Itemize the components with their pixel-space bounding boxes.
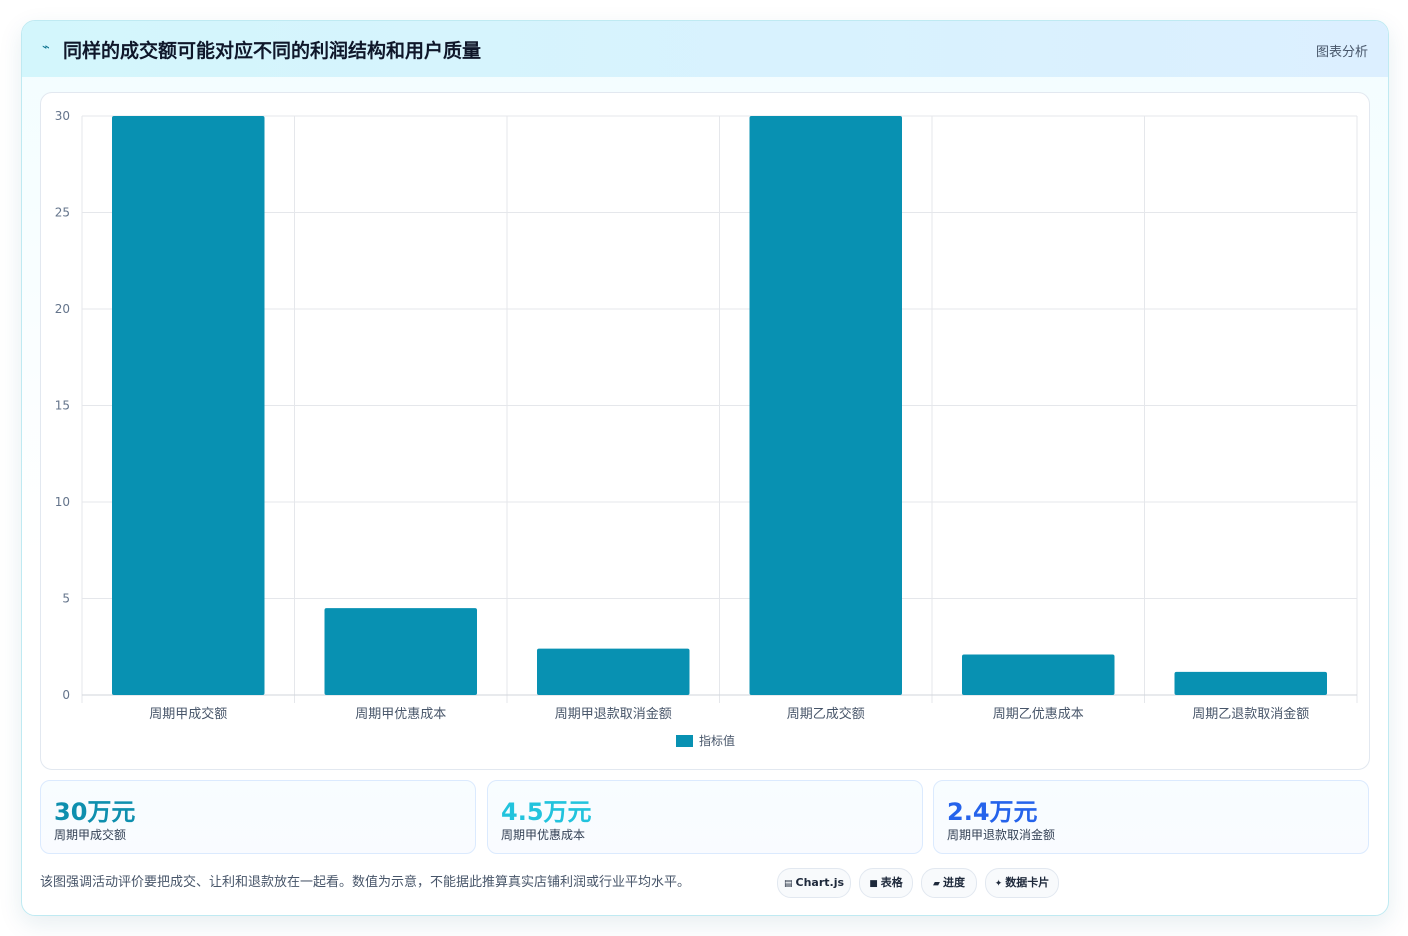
bar (962, 654, 1115, 695)
x-tick-label: 周期乙优惠成本 (993, 707, 1084, 722)
pill-label: Chart.js (795, 876, 845, 889)
y-tick-label: 5 (62, 592, 70, 606)
table-icon: ■ (869, 879, 878, 889)
pulse-icon: ⌁ (42, 40, 50, 55)
pill-data-card[interactable]: ✦ 数据卡片 (985, 868, 1059, 898)
bar (112, 116, 265, 695)
legend-swatch (676, 735, 693, 747)
y-tick-label: 10 (55, 495, 70, 509)
y-tick-label: 20 (55, 302, 70, 316)
pill-label: 进度 (942, 876, 965, 889)
chart-container: 0 5 10 15 20 25 30 周期甲成交额 周期甲优惠成本 周期甲退款取消金额 周期乙成交额… (40, 92, 1370, 770)
legend-label: 指标值 (699, 733, 735, 748)
y-tick-label: 25 (55, 206, 70, 220)
stat-card-1: 30万元 周期甲成交额 (40, 780, 476, 854)
footer-note: 该图强调活动评价要把成交、让利和退款放在一起看。数值为示意，不能据此推算真实店铺… (40, 875, 691, 890)
header-tag: 图表分析 (1315, 45, 1368, 60)
stat-label: 周期甲优惠成本 (501, 828, 586, 842)
stat-label: 周期甲成交额 (54, 828, 127, 842)
bar (749, 116, 902, 695)
bar (537, 648, 690, 695)
card-header: ⌁ 同样的成交额可能对应不同的利润结构和用户质量 图表分析 (22, 21, 1388, 77)
x-tick-label: 周期乙成交额 (787, 706, 865, 722)
progress-icon: ▰ (933, 879, 940, 889)
stat-value: 2.4万元 (947, 798, 1038, 826)
page-title: 同样的成交额可能对应不同的利润结构和用户质量 (63, 40, 482, 62)
pill-label: 表格 (880, 876, 903, 889)
stat-value: 30万元 (54, 798, 136, 826)
stat-card-2: 4.5万元 周期甲优惠成本 (487, 780, 923, 854)
x-tick-label: 周期甲退款取消金额 (555, 706, 672, 722)
stat-label: 周期甲退款取消金额 (947, 828, 1056, 842)
pill-label: 数据卡片 (1005, 876, 1050, 889)
pill-chartjs[interactable]: ▤ Chart.js (777, 868, 851, 898)
bar (1174, 671, 1327, 695)
card-icon: ✦ (994, 879, 1003, 889)
y-tick-label: 0 (62, 688, 70, 702)
chart-card: ⌁ 同样的成交额可能对应不同的利润结构和用户质量 图表分析 0 5 10 15 20 25… (21, 20, 1389, 916)
x-tick-label: 周期甲成交额 (149, 706, 227, 722)
pill-table[interactable]: ■ 表格 (859, 868, 913, 898)
y-tick-label: 30 (55, 109, 70, 123)
chart-icon: ▤ (783, 879, 793, 889)
bar-chart: 0 5 10 15 20 25 30 周期甲成交额 周期甲优惠成本 周期甲退款取消金额 周期乙成交额… (55, 109, 1358, 748)
bar (324, 608, 477, 695)
x-tick-label: 周期乙退款取消金额 (1192, 706, 1309, 722)
y-tick-label: 15 (55, 399, 70, 413)
pill-progress[interactable]: ▰ 进度 (921, 868, 977, 898)
x-tick-label: 周期甲优惠成本 (355, 707, 446, 722)
stat-value: 4.5万元 (501, 798, 592, 826)
stat-card-3: 2.4万元 周期甲退款取消金额 (933, 780, 1369, 854)
